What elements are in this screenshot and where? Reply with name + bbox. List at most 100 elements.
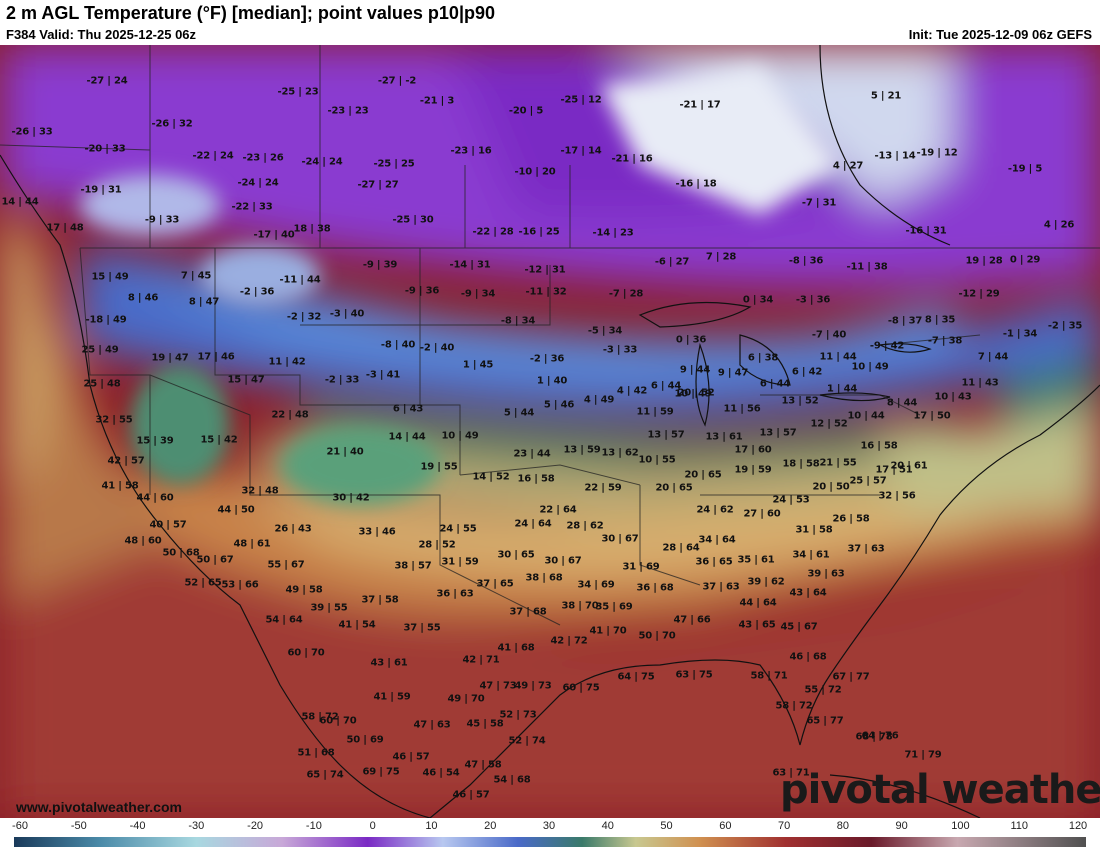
point-value: 42 | 72 <box>550 635 588 647</box>
brand-watermark: pivotal weather <box>780 767 1100 813</box>
point-value: 34 | 61 <box>792 549 830 561</box>
point-value: -9 | 39 <box>362 259 398 271</box>
point-value: 17 | 46 <box>197 351 235 363</box>
point-value: -16 | 25 <box>518 226 560 238</box>
point-value: 0 | 36 <box>675 334 707 346</box>
point-value: 37 | 58 <box>361 594 399 606</box>
point-value: 47 | 63 <box>413 719 451 731</box>
point-value: 14 | 52 <box>472 471 510 483</box>
point-value: 50 | 70 <box>638 630 676 642</box>
point-value: -2 | 33 <box>324 374 360 386</box>
point-value: 26 | 43 <box>274 523 312 535</box>
point-value: 13 | 57 <box>647 429 685 441</box>
colorbar-tick-label: 120 <box>1068 820 1088 832</box>
point-value: 37 | 63 <box>702 581 740 593</box>
point-value: 38 | 68 <box>525 572 563 584</box>
point-value: 49 | 70 <box>447 693 485 705</box>
point-value: -11 | 32 <box>525 286 567 298</box>
point-value: 63 | 71 <box>772 767 810 779</box>
point-value: 18 | 38 <box>293 223 331 235</box>
point-value: 0 | 29 <box>1009 254 1041 266</box>
point-value: 22 | 48 <box>271 409 309 421</box>
point-value: -9 | 36 <box>404 285 440 297</box>
point-value: 44 | 50 <box>217 504 255 516</box>
point-value: -27 | -2 <box>377 75 417 87</box>
header: 2 m AGL Temperature (°F) [median]; point… <box>0 0 1100 45</box>
point-value: -24 | 24 <box>301 156 343 168</box>
point-value: 41 | 58 <box>101 480 139 492</box>
point-value: 5 | 46 <box>543 399 575 411</box>
point-value: 19 | 28 <box>965 255 1003 267</box>
point-value: 58 | 71 <box>750 670 788 682</box>
point-value: -18 | 49 <box>85 314 127 326</box>
point-value: -16 | 31 <box>905 225 947 237</box>
point-value: -1 | 34 <box>1002 328 1038 340</box>
point-value: 4 | 27 <box>832 160 864 172</box>
point-value: 6 | 44 <box>650 380 682 392</box>
point-value: -27 | 24 <box>86 75 128 87</box>
point-value: 30 | 67 <box>601 533 639 545</box>
point-value: 11 | 56 <box>723 403 761 415</box>
point-value: -25 | 23 <box>277 86 319 98</box>
point-value: 11 | 44 <box>819 351 857 363</box>
point-value: 23 | 44 <box>513 448 551 460</box>
colorbar-tick-label: -50 <box>70 820 87 832</box>
point-value: 39 | 63 <box>807 568 845 580</box>
temperature-map[interactable]: -27 | 24 -27 | -2 -25 | 23 -21 | 3 -25 | 12 -… <box>0 45 1100 818</box>
point-value: 41 | 59 <box>373 691 411 703</box>
point-value: 43 | 61 <box>370 657 408 669</box>
point-value: 48 | 61 <box>233 538 271 550</box>
point-value: 31 | 58 <box>795 524 833 536</box>
point-value: 8 | 35 <box>924 314 956 326</box>
point-value: 51 | 68 <box>297 747 335 759</box>
point-value: 17 | 51 <box>875 464 913 476</box>
point-value: 8 | 44 <box>886 397 918 409</box>
point-value: 45 | 58 <box>466 718 504 730</box>
point-value: 34 | 64 <box>698 534 736 546</box>
colorbar-tick-label: 90 <box>895 820 908 832</box>
point-value: 20 | 50 <box>812 481 850 493</box>
point-value: -13 | 14 <box>874 150 916 162</box>
colorbar-tick-label: 30 <box>542 820 556 832</box>
point-value: -26 | 32 <box>151 118 193 130</box>
colorbar-tick-label: -60 <box>12 820 28 832</box>
point-value: 0 | 34 <box>742 294 774 306</box>
point-value: -14 | 31 <box>449 259 491 271</box>
point-value: -25 | 30 <box>392 214 434 226</box>
point-value: -3 | 36 <box>795 294 831 306</box>
point-value: 20 | 61 <box>890 460 928 472</box>
point-value: 32 | 56 <box>878 490 916 502</box>
point-value: -19 | 5 <box>1007 163 1043 175</box>
point-value: 52 | 74 <box>508 735 546 747</box>
colorbar-tick-label: -40 <box>129 820 146 832</box>
point-value: 52 | 65 <box>184 577 222 589</box>
point-value: 48 | 60 <box>124 535 162 547</box>
point-value: 47 | 73 <box>479 680 517 692</box>
point-value: 4 | 26 <box>1043 219 1075 231</box>
point-value: -12 | 29 <box>958 288 1000 300</box>
point-value: 65 | 77 <box>806 715 844 727</box>
point-value: -14 | 23 <box>592 227 634 239</box>
point-value: 43 | 64 <box>789 587 827 599</box>
point-value: 14 | 44 <box>388 431 426 443</box>
point-value: 47 | 66 <box>673 614 711 626</box>
point-value: 5 | 44 <box>503 407 535 419</box>
point-value: 47 | 58 <box>464 759 502 771</box>
point-value: 43 | 65 <box>738 619 776 631</box>
point-value: 15 | 47 <box>227 374 265 386</box>
site-watermark[interactable]: www.pivotalweather.com <box>16 799 182 815</box>
colorbar-tick-label: 100 <box>951 820 970 832</box>
point-value: -3 | 41 <box>365 369 401 381</box>
point-value: -9 | 33 <box>144 214 180 226</box>
point-value: 21 | 40 <box>326 446 364 458</box>
point-value: 46 | 54 <box>422 767 460 779</box>
point-value: 58 | 72 <box>301 711 339 723</box>
point-value: 6 | 42 <box>791 366 823 378</box>
point-value: 10 | 49 <box>851 361 889 373</box>
point-value: 37 | 68 <box>509 606 547 618</box>
point-value: 30 | 65 <box>497 549 535 561</box>
colorbar-tick-label: -30 <box>188 820 205 832</box>
point-value: 13 | 59 <box>563 444 601 456</box>
point-value: -23 | 26 <box>242 152 284 164</box>
colorbar-tick-label: 110 <box>1010 820 1028 832</box>
